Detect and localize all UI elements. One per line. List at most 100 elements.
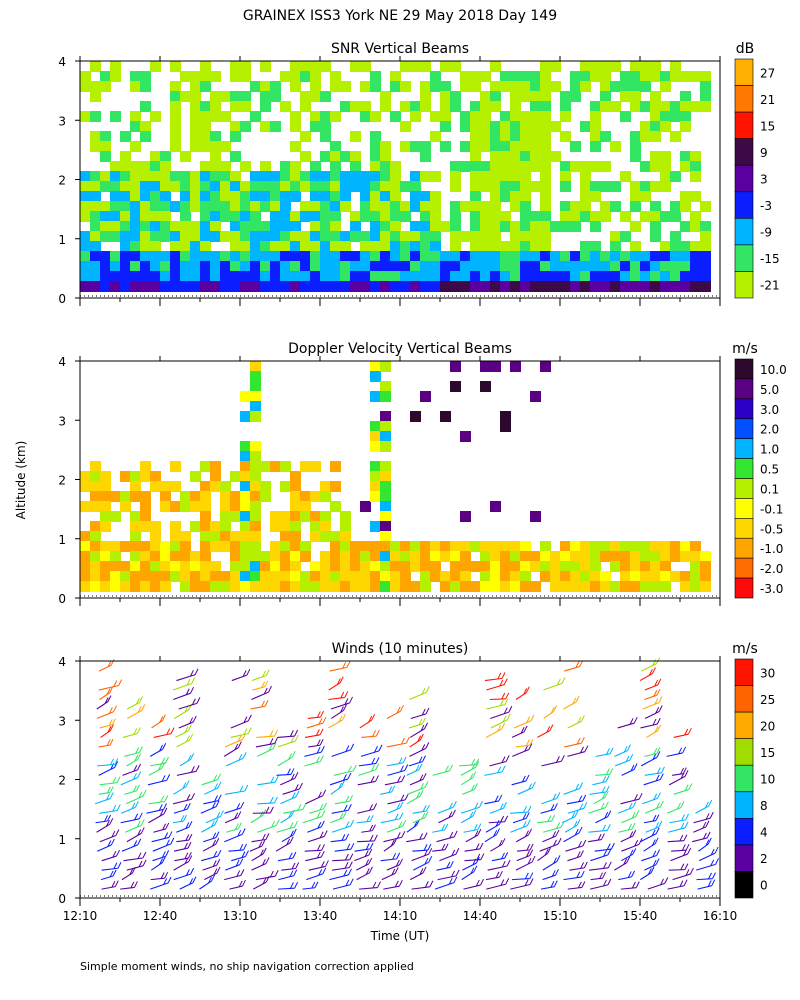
snr-cell bbox=[350, 261, 361, 272]
wind-barb bbox=[304, 734, 321, 738]
wind-barb-flag bbox=[402, 819, 407, 827]
snr-cell bbox=[330, 241, 341, 252]
snr-cell bbox=[530, 271, 541, 282]
wind-barb-flag bbox=[294, 772, 299, 779]
doppler-cell bbox=[330, 581, 341, 592]
doppler-cell bbox=[380, 411, 391, 422]
doppler-cell bbox=[160, 551, 171, 562]
wind-barb-flag bbox=[632, 829, 637, 837]
snr-cell bbox=[540, 211, 551, 222]
snr-cell bbox=[450, 171, 461, 182]
snr-cell bbox=[210, 71, 221, 82]
snr-cell bbox=[180, 201, 191, 212]
wind-barb bbox=[356, 820, 371, 824]
snr-cell bbox=[430, 191, 441, 202]
snr-cell bbox=[420, 281, 431, 292]
wind-barb-flag bbox=[111, 830, 116, 838]
doppler-cell bbox=[80, 471, 91, 482]
doppler-cell bbox=[360, 541, 371, 552]
snr-cell bbox=[90, 81, 101, 92]
wind-barb bbox=[146, 808, 164, 814]
wind-barb-flag bbox=[388, 786, 393, 793]
wind-barb-flag bbox=[185, 834, 190, 841]
wind-barb-flag bbox=[370, 764, 375, 772]
wind-barb-flag bbox=[664, 877, 669, 884]
wind-barb bbox=[202, 843, 217, 852]
snr-cell bbox=[630, 191, 641, 202]
wind-barb-flag bbox=[237, 822, 242, 829]
doppler-cell bbox=[380, 421, 391, 432]
snr-cell bbox=[700, 231, 711, 242]
snr-cell bbox=[360, 281, 371, 292]
doppler-cell bbox=[200, 491, 211, 502]
doppler-cell bbox=[200, 571, 211, 582]
wind-barb-flag bbox=[319, 831, 324, 838]
wind-barb-flag bbox=[322, 716, 327, 724]
wind-barb bbox=[437, 875, 457, 881]
snr-cell bbox=[160, 231, 171, 242]
wind-barb-flag bbox=[629, 718, 634, 725]
wind-barb bbox=[673, 733, 689, 738]
wind-barb-flag bbox=[631, 811, 636, 819]
wind-barb-flag bbox=[185, 735, 190, 742]
wind-barb bbox=[640, 872, 652, 881]
wind-barb-flag bbox=[400, 737, 405, 745]
wind-barb bbox=[484, 834, 497, 843]
snr-cell bbox=[250, 241, 261, 252]
snr-cell bbox=[280, 191, 291, 202]
snr-cell bbox=[230, 271, 241, 282]
snr-cell bbox=[130, 141, 141, 152]
snr-cell bbox=[390, 231, 401, 242]
wind-barb-flag bbox=[347, 804, 352, 811]
doppler-cell bbox=[140, 581, 151, 592]
wind-barb-flag bbox=[705, 813, 710, 820]
snr-cell bbox=[100, 271, 111, 282]
snr-cell bbox=[200, 281, 211, 292]
snr-cell bbox=[560, 171, 571, 182]
wind-barb-flag bbox=[607, 810, 612, 817]
wind-barb bbox=[564, 665, 580, 672]
wind-barb bbox=[595, 753, 611, 757]
snr-cell bbox=[340, 171, 351, 182]
snr-cell bbox=[660, 251, 671, 262]
wind-barb-flag bbox=[321, 810, 326, 817]
wind-barb bbox=[152, 843, 172, 852]
snr-cell bbox=[90, 261, 101, 272]
snr-cell bbox=[240, 91, 251, 102]
snr-cell bbox=[420, 241, 431, 252]
snr-cell bbox=[600, 91, 611, 102]
snr-cell bbox=[280, 71, 291, 82]
wind-barb-flag bbox=[247, 727, 252, 734]
wind-barb-flag bbox=[470, 784, 475, 791]
wind-barb bbox=[439, 853, 457, 862]
wind-barb-flag bbox=[651, 839, 656, 846]
wind-barb bbox=[277, 887, 295, 890]
wind-barb bbox=[122, 732, 138, 738]
snr-cell bbox=[680, 201, 691, 212]
wind-barb-flag bbox=[322, 867, 327, 875]
wind-barb-flag bbox=[503, 802, 507, 809]
wind-barb-flag bbox=[104, 697, 109, 704]
wind-barb-flag bbox=[142, 859, 147, 867]
wind-barb bbox=[148, 813, 165, 824]
snr-cell bbox=[400, 141, 411, 152]
doppler-cell bbox=[130, 571, 141, 582]
snr-cell bbox=[590, 241, 601, 252]
wind-barb bbox=[517, 787, 533, 795]
wind-barb-flag bbox=[289, 822, 294, 829]
colorbar-label: 0.1 bbox=[760, 482, 779, 496]
snr-cell bbox=[330, 161, 341, 172]
wind-barb-flag bbox=[373, 803, 378, 810]
wind-barb-flag bbox=[368, 866, 373, 874]
doppler-cell bbox=[250, 521, 261, 532]
wind-barb bbox=[304, 849, 322, 852]
doppler-cell bbox=[190, 561, 201, 572]
snr-cell bbox=[700, 201, 711, 212]
wind-barb bbox=[354, 848, 371, 852]
colorbar-swatch bbox=[734, 191, 754, 219]
wind-barb bbox=[283, 808, 304, 814]
doppler-cell bbox=[230, 561, 241, 572]
wind-barb-flag bbox=[553, 839, 557, 847]
snr-cell bbox=[260, 61, 271, 72]
wind-barb bbox=[225, 790, 245, 795]
